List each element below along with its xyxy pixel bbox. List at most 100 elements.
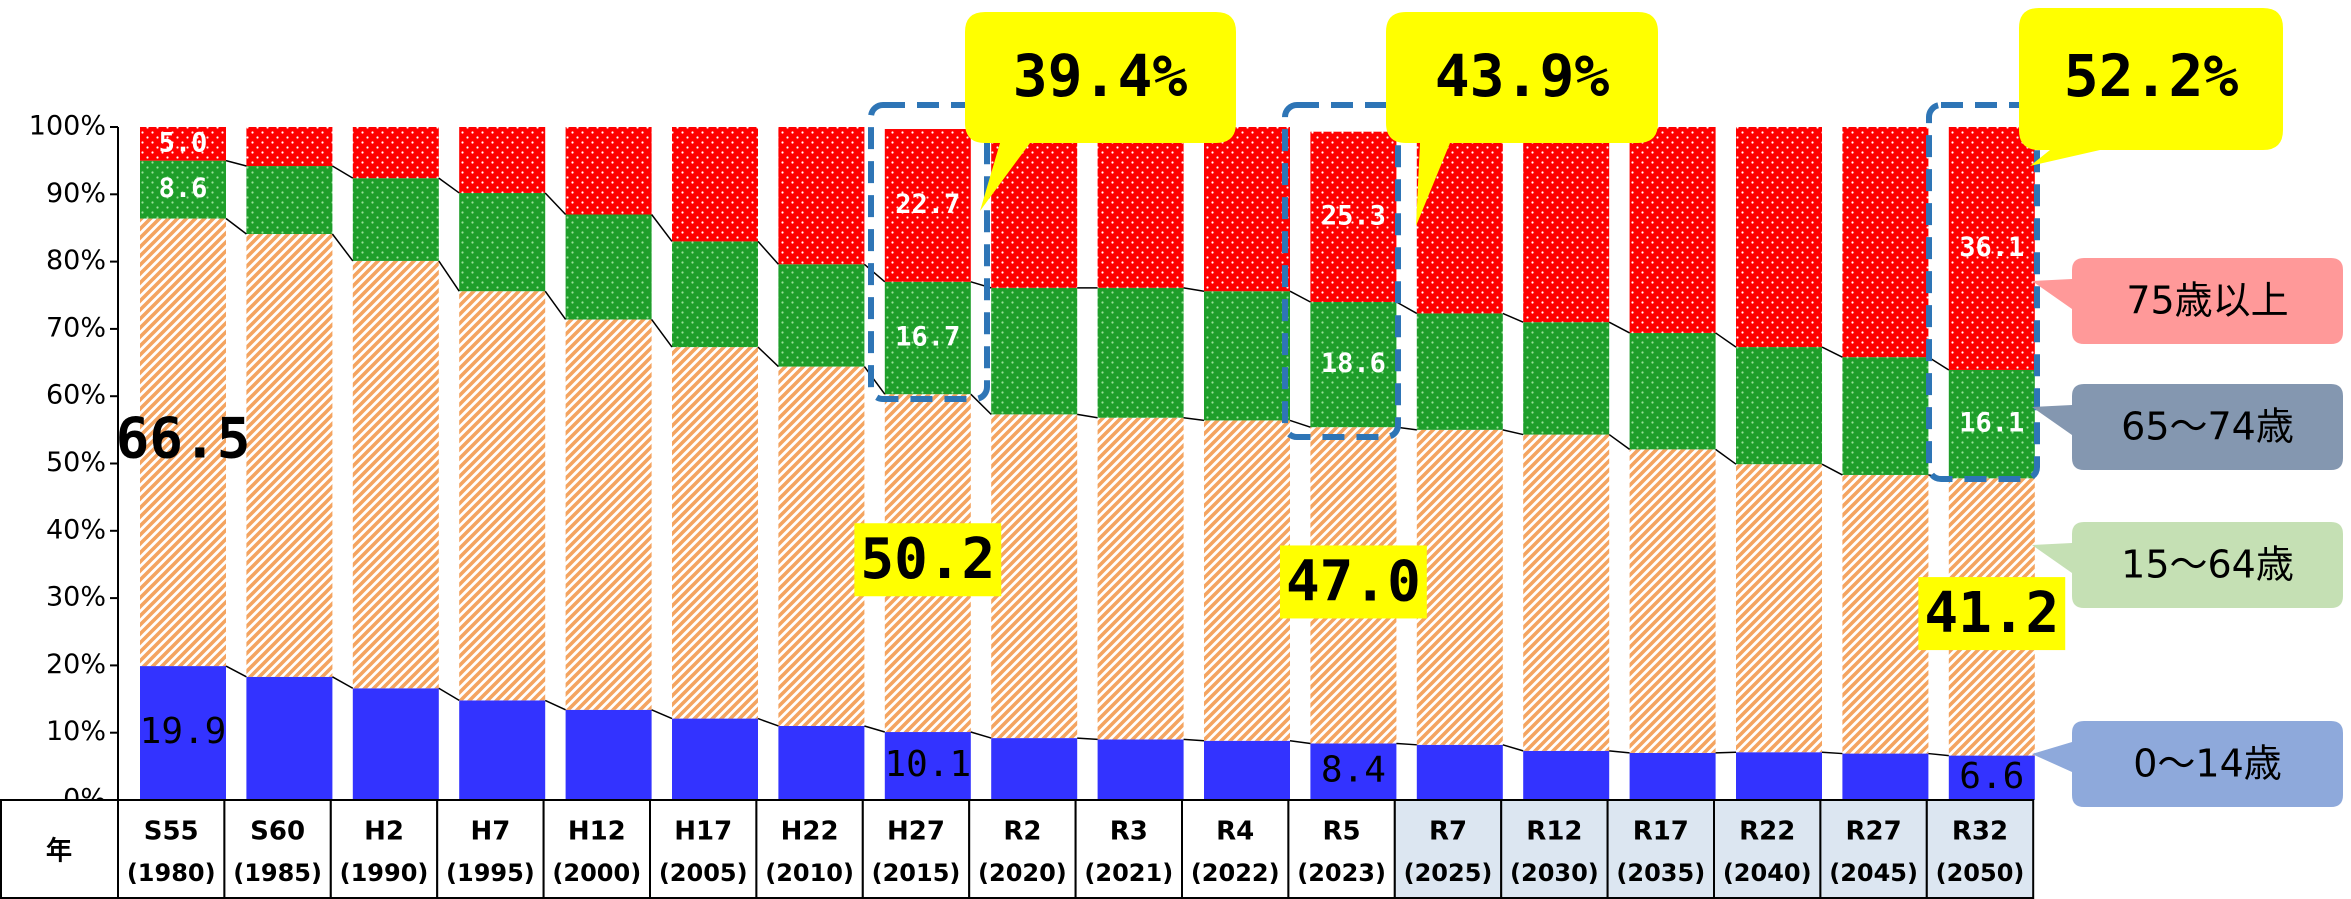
- bar-segment: [352, 260, 439, 689]
- connector: [1289, 740, 1311, 745]
- data-label: 10.1: [884, 744, 971, 785]
- y-tick-label: 60%: [46, 380, 106, 411]
- data-label: 8.6: [159, 173, 208, 204]
- table-cell: [649, 799, 758, 899]
- x-tick-sublabel: (2015): [872, 859, 961, 887]
- connector: [1715, 751, 1737, 754]
- connector: [1715, 332, 1737, 348]
- bar-segment: [1204, 291, 1290, 421]
- table-cell: [1819, 799, 1928, 899]
- x-tick-label: H2: [364, 817, 404, 847]
- bar-segment: [1523, 322, 1610, 435]
- connector: [864, 725, 886, 733]
- bar-segment: [1736, 464, 1822, 753]
- legend-label: 75歳以上: [2126, 279, 2288, 323]
- bar-segment: [672, 127, 758, 242]
- legend-label: 65～74歳: [2121, 405, 2294, 449]
- x-tick-label: H27: [887, 817, 945, 847]
- table-cell: [1393, 799, 1503, 899]
- bar-segment: [565, 319, 652, 710]
- x-table: 年: [0, 799, 119, 899]
- connector: [1502, 429, 1524, 436]
- bar-segment: [565, 127, 652, 215]
- table-cell: [1713, 799, 1822, 899]
- bar-segment: [884, 281, 971, 395]
- x-tick-sublabel: (2020): [978, 859, 1067, 887]
- connector: [1289, 419, 1311, 428]
- callout: [965, 12, 1236, 211]
- x-tick-label: R22: [1739, 817, 1795, 847]
- bar-segment: [1736, 347, 1822, 465]
- x-tick-sublabel: (2023): [1297, 859, 1386, 887]
- highlight-box: [1282, 102, 1401, 440]
- connector: [863, 366, 886, 395]
- bar-segment: [1310, 131, 1397, 302]
- x-tick-sublabel: (2010): [765, 859, 854, 887]
- y-tick-label: 40%: [46, 514, 106, 545]
- y-tick-label: 10%: [46, 716, 106, 747]
- x-tick-label: R12: [1526, 817, 1582, 847]
- bar-segment: [1416, 744, 1503, 800]
- data-label-bg: [1279, 545, 1427, 619]
- callouts: 39.4% 43.9% 52.2%: [965, 8, 2283, 226]
- bar-segment: [991, 738, 1078, 800]
- y-tick-label: 70%: [46, 312, 106, 343]
- data-label-bg: [1918, 577, 2066, 651]
- connector: [332, 165, 354, 179]
- data-label: 36.1: [1959, 232, 2024, 263]
- x-tick-label: R27: [1845, 817, 1901, 847]
- connector: [651, 214, 673, 242]
- y-tick-label: 100%: [29, 111, 106, 142]
- connector: [757, 240, 779, 265]
- table-cell: [329, 799, 439, 899]
- bar-segment: [459, 127, 546, 193]
- data-label: 19.9: [140, 711, 227, 752]
- data-label: 5.0: [159, 127, 208, 158]
- connector: [331, 233, 354, 262]
- connector: [438, 177, 460, 194]
- bar-segment: [778, 366, 865, 726]
- bar-segment: [140, 218, 226, 667]
- y-tick-label: 90%: [46, 178, 106, 209]
- x-tick-label: R17: [1633, 817, 1689, 847]
- bar-segment: [1948, 369, 2035, 479]
- bar-segment: [778, 725, 865, 800]
- bar-segment: [246, 127, 333, 167]
- bar-segment: [1523, 434, 1610, 751]
- data-label: 47.0: [1286, 549, 1421, 614]
- table-cell: [1181, 799, 1290, 899]
- legend-label: 0～14歳: [2133, 742, 2282, 786]
- bar-segment: [1310, 743, 1397, 800]
- bar-segment: [1629, 127, 1716, 333]
- bar-segment: [884, 732, 971, 800]
- bar-segment: [1204, 420, 1290, 741]
- bar-segment: [1097, 739, 1184, 800]
- data-label: 41.2: [1924, 581, 2059, 646]
- connector: [1608, 433, 1631, 450]
- bar-segment: [1629, 332, 1716, 450]
- table-cell: [542, 799, 651, 899]
- connector: [1396, 742, 1417, 746]
- y-tick-label: 20%: [46, 649, 106, 680]
- table-cell: [1606, 799, 1715, 899]
- x-tick-sublabel: (2022): [1191, 859, 1280, 887]
- bar-segment: [246, 234, 333, 677]
- bar-segment: [1523, 127, 1610, 323]
- x-tick-sublabel: (1985): [233, 859, 322, 887]
- bar-segment: [1204, 127, 1290, 292]
- x-tick-sublabel: (2040): [1723, 859, 1812, 887]
- x-tick-label: H22: [781, 817, 839, 847]
- connector: [332, 676, 354, 689]
- highlight-boxes: [868, 102, 2040, 482]
- bar-segment: [991, 414, 1078, 739]
- connector: [1183, 738, 1205, 742]
- x-tick-sublabel: (2025): [1404, 859, 1493, 887]
- connector: [1077, 737, 1098, 741]
- x-tick-sublabel: (1995): [446, 859, 535, 887]
- table-cell: [1925, 799, 2035, 899]
- bar-segment: [778, 127, 865, 265]
- x-tick-sublabel: (2035): [1616, 859, 1705, 887]
- x-tick-sublabel: (2005): [659, 859, 748, 887]
- connector: [544, 290, 567, 320]
